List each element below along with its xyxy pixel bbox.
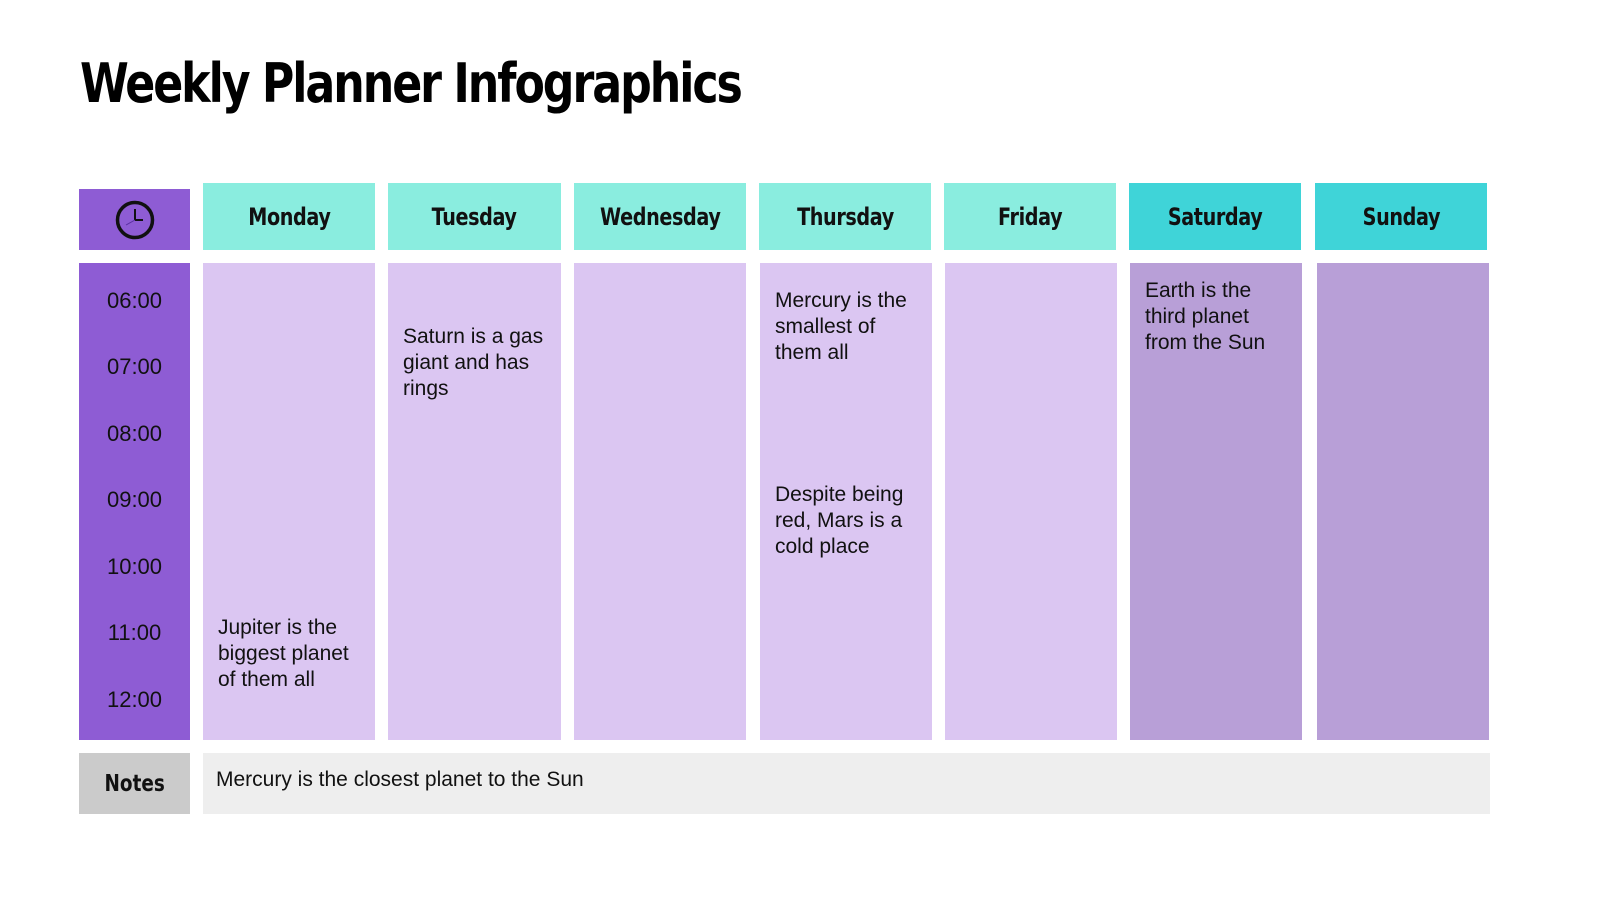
notes-field[interactable]: Mercury is the closest planet to the Sun [203,753,1490,814]
day-column-friday[interactable] [945,263,1117,740]
day-column-saturday[interactable]: Earth is the third planet from the Sun [1130,263,1302,740]
event-text: Earth is the third planet from the Sun [1145,279,1266,354]
day-header-tuesday: Tuesday [388,183,561,250]
day-column-thursday[interactable]: Mercury is the smallest of them all Desp… [760,263,932,740]
time-slot: 08:00 [106,421,163,446]
event-text: Despite being red, Mars is a cold place [775,483,904,558]
time-slot: 07:00 [106,354,163,379]
day-header-thursday: Thursday [759,183,931,250]
event-text: Saturn is a gas giant and has rings [403,325,544,400]
event-text: Mercury is the smallest of them all [775,289,907,364]
day-header-friday: Friday [944,183,1116,250]
day-column-wednesday[interactable] [574,263,746,740]
day-header-saturday: Saturday [1129,183,1301,250]
page-title: Weekly Planner Infographics [80,52,743,115]
day-label: Monday [247,202,331,231]
event-text: Jupiter is the biggest planet of them al… [218,616,349,691]
clock-icon [115,200,154,239]
notes-label-text: Notes [104,770,165,797]
time-slot: 12:00 [106,687,163,712]
day-label: Friday [997,202,1063,231]
day-column-tuesday[interactable]: Saturn is a gas giant and has rings [388,263,561,740]
time-header [79,189,190,250]
day-column-monday[interactable]: Jupiter is the biggest planet of them al… [203,263,375,740]
day-label: Sunday [1362,202,1440,231]
day-label: Wednesday [599,202,721,231]
day-header-sunday: Sunday [1315,183,1487,250]
notes-label: Notes [79,753,190,814]
day-header-monday: Monday [203,183,375,250]
time-column: 06:00 07:00 08:00 09:00 10:00 11:00 12:0… [79,263,190,740]
day-label: Saturday [1167,202,1263,231]
time-slot: 11:00 [107,620,162,645]
notes-text: Mercury is the closest planet to the Sun [216,768,584,791]
day-column-sunday[interactable] [1317,263,1489,740]
day-label: Thursday [796,202,894,231]
day-header-wednesday: Wednesday [574,183,746,250]
time-slot: 10:00 [106,554,163,579]
day-label: Tuesday [432,202,517,231]
time-slot: 09:00 [106,487,163,512]
time-slot: 06:00 [106,288,163,313]
